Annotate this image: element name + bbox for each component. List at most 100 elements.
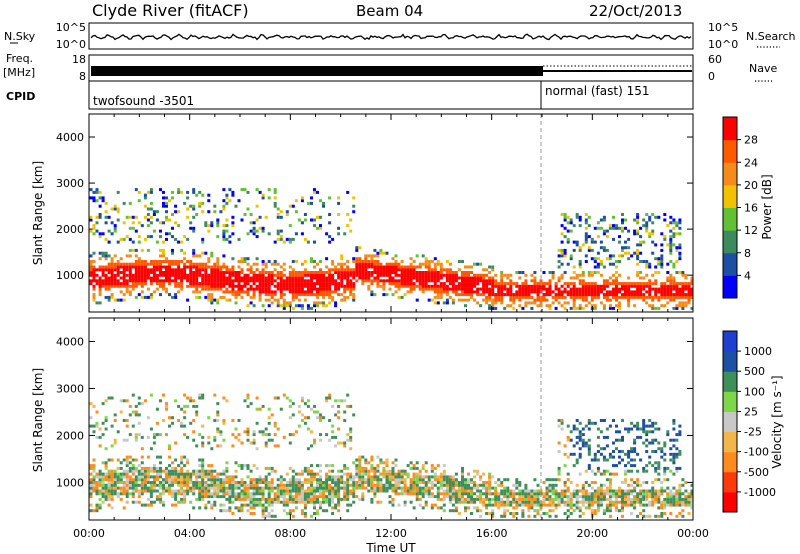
data-cell <box>569 293 573 297</box>
data-cell <box>222 271 226 274</box>
data-cell <box>506 282 510 286</box>
data-cell <box>572 287 576 291</box>
data-cell <box>261 497 265 501</box>
data-cell <box>243 497 247 501</box>
data-cell <box>276 284 280 288</box>
data-cell <box>548 282 552 286</box>
data-cell <box>621 254 624 258</box>
data-cell <box>297 497 301 501</box>
data-cell <box>222 254 226 258</box>
data-cell <box>204 251 208 255</box>
data-cell <box>391 265 395 269</box>
data-cell <box>563 235 567 239</box>
data-cell <box>279 229 283 233</box>
data-cell <box>572 271 576 274</box>
data-cell <box>210 447 214 451</box>
data-cell <box>581 497 585 501</box>
data-cell <box>267 481 271 484</box>
data-cell <box>313 441 316 445</box>
data-cell <box>252 282 256 286</box>
data-cell <box>412 481 416 484</box>
data-cell <box>488 500 492 504</box>
data-cell <box>325 433 329 437</box>
data-cell <box>116 481 120 484</box>
data-cell <box>388 271 392 274</box>
data-cell <box>95 199 99 203</box>
data-cell <box>660 260 664 263</box>
data-cell <box>297 500 301 504</box>
data-cell <box>436 481 440 484</box>
data-cell <box>379 483 383 487</box>
data-cell <box>328 235 332 239</box>
data-cell <box>427 268 431 272</box>
data-cell <box>418 486 422 490</box>
data-cell <box>267 503 271 507</box>
data-cell <box>171 295 174 299</box>
data-cell <box>322 486 325 490</box>
data-cell <box>300 469 304 473</box>
data-cell <box>590 492 594 496</box>
data-cell <box>639 492 643 496</box>
data-cell <box>427 475 431 479</box>
data-cell <box>370 273 374 277</box>
cpid-label: CPID <box>6 90 35 103</box>
data-cell <box>201 481 205 484</box>
data-cell <box>442 489 446 493</box>
data-cell <box>361 260 365 263</box>
data-cell <box>282 509 286 513</box>
data-cell <box>672 497 676 501</box>
data-cell <box>334 435 338 439</box>
data-cell <box>207 276 211 280</box>
data-cell <box>255 396 259 400</box>
data-cell <box>101 433 105 437</box>
data-cell <box>231 483 235 487</box>
data-cell <box>216 262 220 266</box>
data-cell <box>297 271 301 274</box>
data-cell <box>391 469 395 473</box>
data-cell <box>159 282 162 286</box>
data-cell <box>639 497 643 501</box>
data-cell <box>627 304 631 308</box>
data-cell <box>343 290 347 294</box>
data-cell <box>258 481 262 484</box>
data-cell <box>297 424 301 428</box>
data-cell <box>149 393 153 397</box>
data-cell <box>122 276 126 280</box>
data-cell <box>343 444 347 448</box>
data-cell <box>509 503 513 507</box>
data-cell <box>171 279 174 283</box>
data-cell <box>684 284 688 288</box>
data-cell <box>590 481 594 484</box>
data-cell <box>473 506 476 510</box>
data-cell <box>152 265 156 269</box>
data-cell <box>421 273 425 277</box>
data-cell <box>240 279 244 283</box>
data-cell <box>569 506 573 510</box>
data-cell <box>557 503 561 507</box>
data-cell <box>222 282 226 286</box>
data-cell <box>216 265 220 269</box>
data-cell <box>457 500 461 504</box>
data-cell <box>297 287 301 291</box>
data-cell <box>116 430 120 434</box>
data-cell <box>98 257 102 261</box>
data-cell <box>454 276 458 280</box>
data-cell <box>297 298 301 302</box>
data-cell <box>349 284 353 288</box>
data-cell <box>319 492 322 496</box>
data-cell <box>246 287 250 291</box>
data-cell <box>533 509 537 513</box>
data-cell <box>358 475 362 479</box>
data-cell <box>128 478 132 482</box>
data-cell <box>107 265 111 269</box>
data-cell <box>216 419 220 422</box>
data-cell <box>183 271 187 274</box>
data-cell <box>337 271 341 274</box>
data-cell <box>261 290 265 294</box>
data-cell <box>542 512 546 515</box>
data-cell <box>554 483 558 487</box>
data-cell <box>288 509 292 513</box>
data-cell <box>424 503 428 507</box>
data-cell <box>346 509 350 513</box>
data-cell <box>282 500 286 504</box>
